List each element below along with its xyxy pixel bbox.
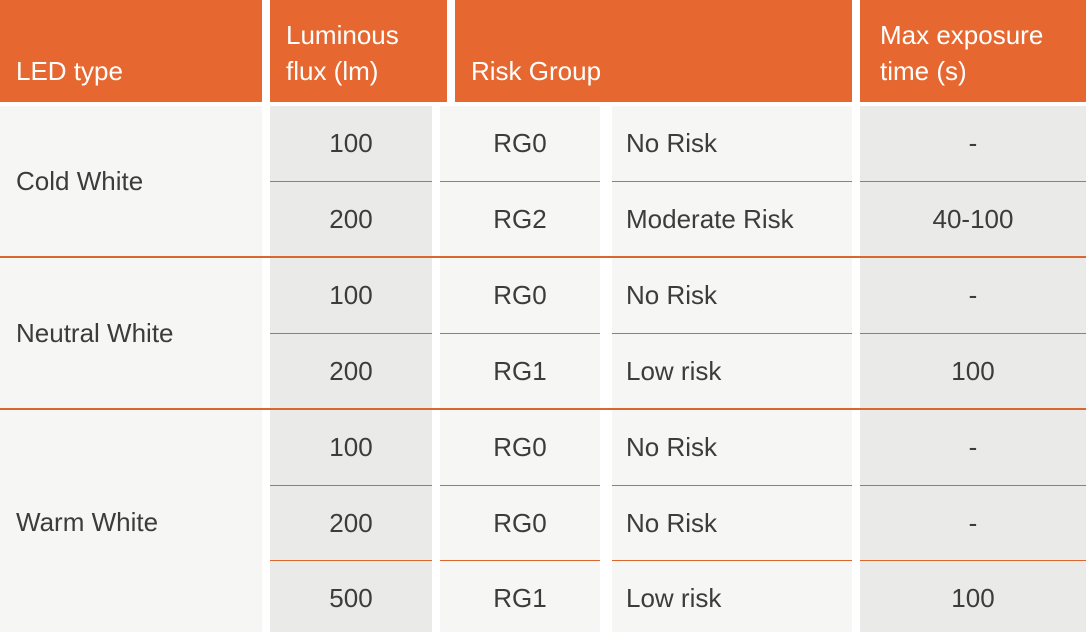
cell-risk-group: RG0 (440, 258, 600, 333)
column-gap (432, 333, 440, 408)
cell-risk-group: RG0 (440, 485, 600, 560)
cell-max-exposure: 100 (860, 560, 1086, 632)
column-gap (262, 410, 270, 632)
cell-led-type: Neutral White (0, 258, 262, 408)
column-gap (600, 410, 612, 485)
column-gap (432, 560, 440, 632)
cell-risk-description: No Risk (612, 106, 852, 181)
column-gap (600, 258, 612, 333)
cell-risk-description: No Risk (612, 258, 852, 333)
cell-flux: 100 (270, 258, 432, 333)
table-row: 200 RG2 Moderate Risk 40-100 (270, 181, 1086, 256)
cell-led-type: Warm White (0, 410, 262, 632)
cell-risk-group: RG0 (440, 106, 600, 181)
cell-risk-group: RG2 (440, 181, 600, 256)
table-row: 200 RG1 Low risk 100 (270, 333, 1086, 408)
column-gap (600, 333, 612, 408)
header-led-type: LED type (0, 0, 262, 102)
group-cold-white: Cold White 100 RG0 No Risk - 200 RG2 Mod… (0, 106, 1086, 256)
cell-flux: 500 (270, 560, 432, 632)
cell-led-type: Cold White (0, 106, 262, 256)
cell-risk-group: RG1 (440, 333, 600, 408)
column-gap (852, 106, 860, 181)
table-row: 200 RG0 No Risk - (270, 485, 1086, 560)
column-gap (600, 106, 612, 181)
cell-risk-description: No Risk (612, 485, 852, 560)
cell-risk-group: RG1 (440, 560, 600, 632)
column-gap (262, 0, 270, 102)
column-gap (600, 485, 612, 560)
header-luminous-flux: Luminous flux (lm) (270, 0, 447, 102)
column-gap (432, 410, 440, 485)
column-gap (852, 258, 860, 333)
table-row: 100 RG0 No Risk - (270, 258, 1086, 333)
cell-risk-description: Moderate Risk (612, 181, 852, 256)
column-gap (852, 410, 860, 485)
cell-max-exposure: - (860, 106, 1086, 181)
cell-flux: 100 (270, 106, 432, 181)
table-row: 100 RG0 No Risk - (270, 410, 1086, 485)
column-gap (262, 106, 270, 256)
column-gap (852, 333, 860, 408)
column-gap (600, 560, 612, 632)
column-gap (852, 0, 860, 102)
group-warm-white: Warm White 100 RG0 No Risk - 200 RG0 No … (0, 408, 1086, 632)
cell-max-exposure: - (860, 410, 1086, 485)
column-gap (852, 181, 860, 256)
column-gap (432, 181, 440, 256)
cell-max-exposure: 40-100 (860, 181, 1086, 256)
column-gap (262, 258, 270, 408)
group-rows: 100 RG0 No Risk - 200 RG0 No Risk - 500 (270, 410, 1086, 632)
column-gap (852, 560, 860, 632)
cell-risk-description: Low risk (612, 560, 852, 632)
cell-flux: 100 (270, 410, 432, 485)
table-row: 100 RG0 No Risk - (270, 106, 1086, 181)
group-neutral-white: Neutral White 100 RG0 No Risk - 200 RG1 … (0, 256, 1086, 408)
column-gap (852, 485, 860, 560)
cell-max-exposure: - (860, 258, 1086, 333)
table-row: 500 RG1 Low risk 100 (270, 560, 1086, 632)
header-max-exposure: Max exposure time (s) (860, 0, 1086, 102)
cell-flux: 200 (270, 333, 432, 408)
cell-flux: 200 (270, 181, 432, 256)
header-risk-group: Risk Group (455, 0, 852, 102)
table-header-row: LED type Luminous flux (lm) Risk Group M… (0, 0, 1086, 102)
cell-max-exposure: 100 (860, 333, 1086, 408)
header-divider-gap (0, 102, 1086, 106)
group-rows: 100 RG0 No Risk - 200 RG2 Moderate Risk … (270, 106, 1086, 256)
column-gap (600, 181, 612, 256)
cell-flux: 200 (270, 485, 432, 560)
cell-risk-description: No Risk (612, 410, 852, 485)
column-gap (432, 106, 440, 181)
group-rows: 100 RG0 No Risk - 200 RG1 Low risk 100 (270, 258, 1086, 408)
column-gap (432, 258, 440, 333)
cell-max-exposure: - (860, 485, 1086, 560)
cell-risk-group: RG0 (440, 410, 600, 485)
column-gap (447, 0, 455, 102)
cell-risk-description: Low risk (612, 333, 852, 408)
column-gap (432, 485, 440, 560)
